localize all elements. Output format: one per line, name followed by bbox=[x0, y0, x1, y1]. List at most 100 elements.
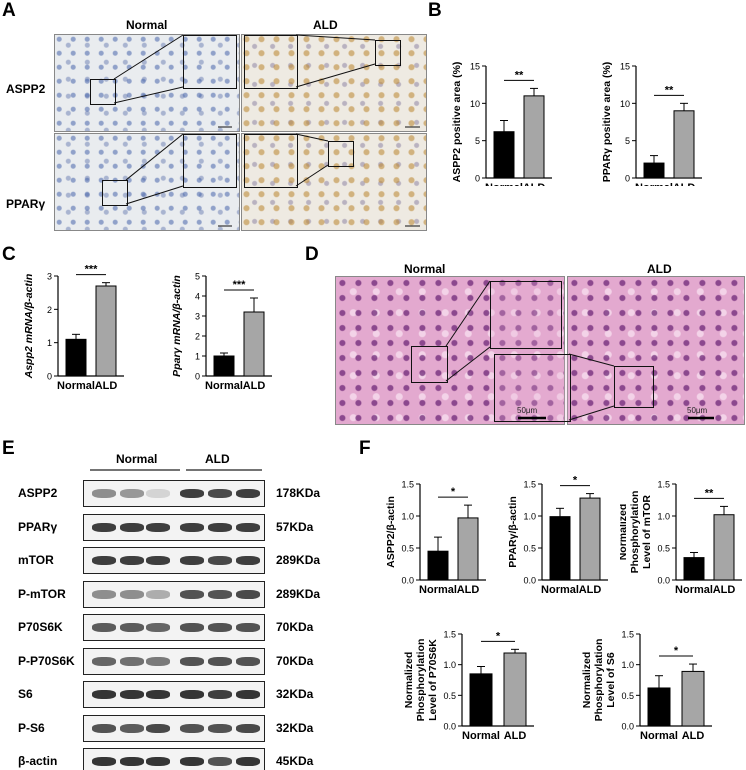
panel-label-e: E bbox=[2, 438, 15, 459]
y-tick-label: 15 bbox=[470, 62, 480, 72]
x-tick-label: ALD bbox=[682, 730, 705, 742]
scale-bar-label: 50μm bbox=[517, 406, 538, 415]
y-tick-label: 0 bbox=[625, 174, 630, 184]
bar-normal bbox=[469, 673, 493, 727]
panel-label-c: C bbox=[2, 244, 16, 265]
ihc-image-normal-ppar bbox=[54, 133, 240, 231]
panel-e-normal-header: Normal bbox=[116, 452, 158, 466]
blot-band bbox=[236, 556, 260, 565]
zoom-box-inset bbox=[244, 35, 298, 89]
panel-a-normal-header: Normal bbox=[126, 18, 168, 32]
chart-f-s6: 0.0 0.5 1.0 1.5 Normal ALD * Normalized Phosphor… bbox=[581, 630, 712, 742]
blot-band bbox=[208, 757, 232, 766]
blot-band bbox=[236, 723, 260, 733]
blot-label: P-P70S6K bbox=[18, 653, 75, 668]
bar-ald bbox=[523, 95, 545, 179]
significance-label: * bbox=[573, 475, 578, 487]
y-axis-label: ASPP2 positive area (%) bbox=[451, 62, 463, 183]
y-tick-label: 2 bbox=[47, 305, 52, 315]
y-axis-label: ASPP2/β-actin bbox=[385, 496, 397, 568]
y-axis-label: Phosphorylation bbox=[415, 639, 427, 722]
blot-molecular-weight: 70KDa bbox=[276, 620, 314, 634]
y-tick-label: 0 bbox=[475, 174, 480, 184]
y-tick-label: 0.5 bbox=[621, 691, 634, 701]
significance-label: * bbox=[496, 630, 501, 642]
y-tick-label: 3 bbox=[47, 272, 52, 282]
blot-band bbox=[208, 522, 232, 532]
bar-normal bbox=[683, 557, 705, 581]
blot-label: β-actin bbox=[18, 754, 58, 768]
y-tick-label: 0.0 bbox=[523, 576, 536, 586]
x-tick-label: Normal bbox=[205, 380, 243, 392]
y-tick-label: 0.0 bbox=[621, 722, 634, 732]
x-tick-label: Normal bbox=[57, 380, 95, 392]
y-tick-label: 1.5 bbox=[443, 630, 456, 640]
he-image-ald bbox=[567, 276, 745, 425]
x-tick-label: Normal bbox=[635, 182, 673, 186]
blot-band bbox=[92, 723, 116, 733]
blot-band bbox=[146, 489, 170, 498]
blot-band bbox=[180, 623, 204, 632]
blot-band bbox=[208, 723, 232, 733]
ihc-image-ald-ppar bbox=[241, 133, 427, 231]
y-tick-label: 1.5 bbox=[523, 480, 536, 490]
y-tick-label: 0 bbox=[195, 372, 200, 382]
blot-molecular-weight: 32KDa bbox=[276, 720, 314, 735]
x-tick-label: Normal bbox=[675, 584, 713, 596]
significance-label: ** bbox=[515, 69, 524, 81]
blot-band bbox=[92, 623, 116, 632]
bar-ald bbox=[503, 652, 527, 727]
blot-band bbox=[236, 623, 260, 632]
blot-strip bbox=[83, 748, 265, 770]
ihc-image-normal-aspp2 bbox=[54, 34, 240, 132]
blot-strip bbox=[83, 647, 265, 675]
y-tick-label: 5 bbox=[475, 136, 480, 146]
zoom-box-small bbox=[90, 79, 116, 105]
x-tick-label: Normal bbox=[462, 730, 500, 742]
blot-band bbox=[208, 489, 232, 498]
bar-ald bbox=[713, 514, 735, 581]
blot-molecular-weight: 57KDa bbox=[276, 519, 314, 534]
blot-band bbox=[236, 489, 260, 498]
y-axis-label: Aspp2 mRNA/β-actin bbox=[23, 274, 35, 380]
blot-band bbox=[146, 656, 170, 666]
x-tick-label: ALD bbox=[673, 182, 696, 186]
x-tick-label: ALD bbox=[713, 584, 736, 596]
y-tick-label: 1.5 bbox=[657, 480, 670, 490]
ihc-image-ald-aspp2 bbox=[241, 34, 427, 132]
blot-label: S6 bbox=[18, 687, 33, 701]
x-tick-label: Normal bbox=[640, 730, 678, 742]
blot-band bbox=[120, 623, 144, 632]
blot-strip bbox=[83, 547, 265, 574]
x-tick-label: Normal bbox=[419, 584, 457, 596]
y-axis-label: Normalized bbox=[581, 652, 593, 709]
blot-strip bbox=[83, 614, 265, 641]
y-tick-label: 1.0 bbox=[443, 660, 456, 670]
blot-molecular-weight: 289KDa bbox=[276, 553, 321, 567]
blot-band bbox=[146, 623, 170, 632]
blot-band bbox=[146, 723, 170, 733]
y-tick-label: 1.5 bbox=[401, 480, 414, 490]
panel-label-a: A bbox=[2, 0, 16, 21]
bar-ald bbox=[457, 517, 479, 581]
blot-band bbox=[236, 522, 260, 532]
panel-d-ald-header: ALD bbox=[647, 262, 672, 276]
significance-label: * bbox=[674, 645, 679, 657]
blot-band bbox=[92, 489, 116, 498]
chart-f-p70s6k: 0.0 0.5 1.0 1.5 Normal ALD * Normalized Phosphor… bbox=[403, 630, 534, 742]
y-axis-label: Phosphorylation bbox=[593, 639, 605, 722]
blot-band bbox=[120, 690, 144, 699]
y-axis-label: PPARγ positive area (%) bbox=[601, 62, 613, 183]
significance-label: *** bbox=[233, 279, 247, 291]
blot-band bbox=[92, 556, 116, 565]
blot-band bbox=[180, 723, 204, 733]
blot-label: P-S6 bbox=[18, 720, 45, 735]
y-tick-label: 1.0 bbox=[657, 512, 670, 522]
blot-band bbox=[208, 589, 232, 599]
blot-band bbox=[92, 522, 116, 532]
he-image-normal bbox=[335, 276, 565, 425]
blot-band bbox=[208, 623, 232, 632]
